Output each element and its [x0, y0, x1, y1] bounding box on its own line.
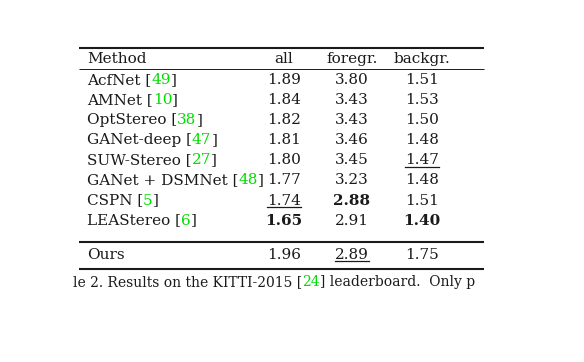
- Text: LEAStereo [: LEAStereo [: [87, 214, 181, 228]
- Text: 6: 6: [181, 214, 191, 228]
- Text: Ours: Ours: [87, 248, 124, 262]
- Text: 3.43: 3.43: [335, 93, 369, 108]
- Text: 1.40: 1.40: [403, 214, 440, 228]
- Text: ]: ]: [196, 113, 202, 127]
- Text: Method: Method: [87, 52, 147, 66]
- Text: 1.84: 1.84: [267, 93, 301, 108]
- Text: AMNet [: AMNet [: [87, 93, 152, 108]
- Text: ]: ]: [191, 214, 197, 228]
- Text: CSPN [: CSPN [: [87, 194, 143, 207]
- Text: 3.46: 3.46: [335, 134, 369, 147]
- Text: ]: ]: [211, 134, 217, 147]
- Text: 2.89: 2.89: [335, 248, 369, 262]
- Text: 10: 10: [152, 93, 172, 108]
- Text: 1.48: 1.48: [405, 134, 439, 147]
- Text: OptStereo [: OptStereo [: [87, 113, 177, 127]
- Text: SUW-Stereo [: SUW-Stereo [: [87, 153, 192, 168]
- Text: 1.80: 1.80: [267, 153, 301, 168]
- Text: 2.88: 2.88: [333, 194, 371, 207]
- Text: 3.43: 3.43: [335, 113, 369, 127]
- Text: 1.51: 1.51: [405, 194, 439, 207]
- Text: 1.74: 1.74: [267, 194, 301, 207]
- Text: 1.65: 1.65: [265, 214, 303, 228]
- Text: 24: 24: [302, 275, 320, 289]
- Text: ]: ]: [258, 173, 264, 188]
- Text: 1.53: 1.53: [405, 93, 439, 108]
- Text: 1.77: 1.77: [267, 173, 301, 188]
- Text: 5: 5: [143, 194, 153, 207]
- Text: 3.80: 3.80: [335, 73, 369, 87]
- Text: 1.48: 1.48: [405, 173, 439, 188]
- Text: ]: ]: [211, 153, 217, 168]
- Text: 3.23: 3.23: [335, 173, 369, 188]
- Text: 27: 27: [192, 153, 211, 168]
- Text: 1.96: 1.96: [267, 248, 301, 262]
- Text: foregr.: foregr.: [326, 52, 378, 66]
- Text: GANet-deep [: GANet-deep [: [87, 134, 192, 147]
- Text: ]: ]: [172, 93, 178, 108]
- Text: 38: 38: [177, 113, 196, 127]
- Text: 1.47: 1.47: [405, 153, 439, 168]
- Text: 3.45: 3.45: [335, 153, 369, 168]
- Text: AcfNet [: AcfNet [: [87, 73, 151, 87]
- Text: GANet + DSMNet [: GANet + DSMNet [: [87, 173, 238, 188]
- Text: backgr.: backgr.: [394, 52, 450, 66]
- Text: 1.82: 1.82: [267, 113, 301, 127]
- Text: 1.51: 1.51: [405, 73, 439, 87]
- Text: 47: 47: [192, 134, 211, 147]
- Text: ]: ]: [153, 194, 159, 207]
- Text: 1.75: 1.75: [405, 248, 439, 262]
- Text: 49: 49: [151, 73, 171, 87]
- Text: ] leaderboard.  Only p: ] leaderboard. Only p: [320, 275, 475, 289]
- Text: 48: 48: [238, 173, 258, 188]
- Text: ]: ]: [171, 73, 176, 87]
- Text: le 2. Results on the KITTI-2015 [: le 2. Results on the KITTI-2015 [: [73, 275, 302, 289]
- Text: 1.50: 1.50: [405, 113, 439, 127]
- Text: 1.89: 1.89: [267, 73, 301, 87]
- Text: all: all: [274, 52, 293, 66]
- Text: 1.81: 1.81: [267, 134, 301, 147]
- Text: 2.91: 2.91: [335, 214, 369, 228]
